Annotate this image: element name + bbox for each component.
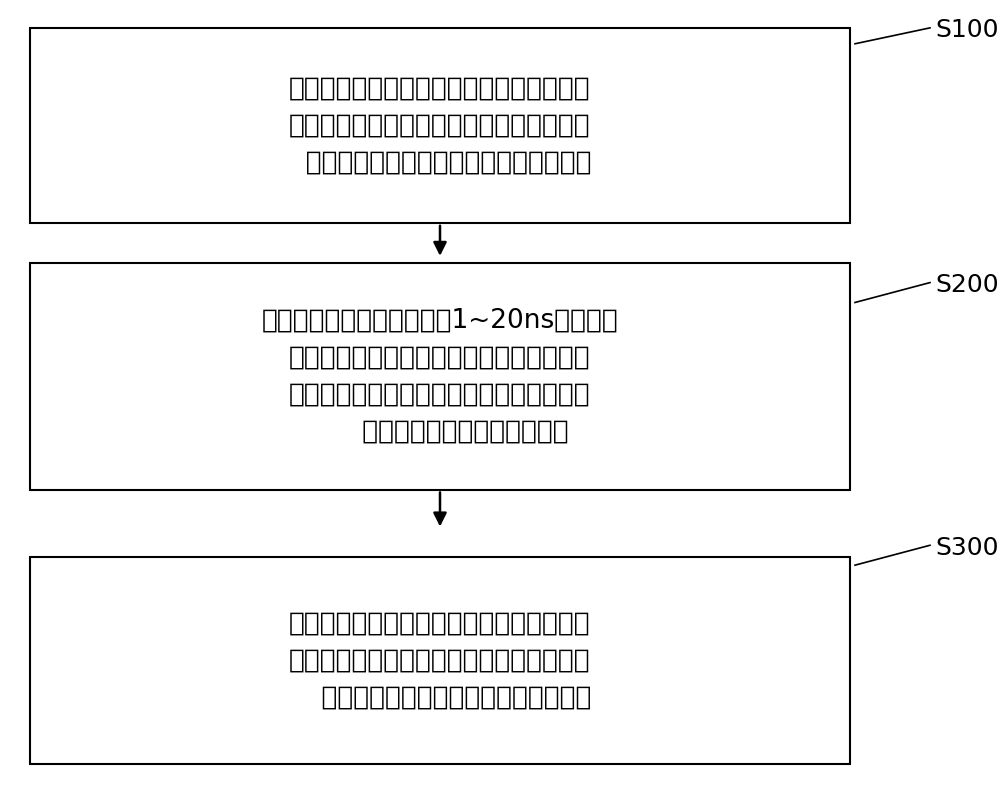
Text: S300: S300: [935, 536, 998, 560]
Text: 控制激光器发出脉冲宽度为1~20ns的激光光
束，同时控制振镜系统根据所述标记系统预
先设定的标记轨迹、以及二维码点阵的点间
      距运动，进行激光标记二: 控制激光器发出脉冲宽度为1~20ns的激光光 束，同时控制振镜系统根据所述标记系…: [262, 307, 618, 445]
Text: S200: S200: [935, 273, 999, 297]
Text: 完成标记后，通过工业相机系统对标记后的
隐形二位码进行放大拍照；然后通过读码系
    统读取工业相机系统拍摄的隐形二维码: 完成标记后，通过工业相机系统对标记后的 隐形二位码进行放大拍照；然后通过读码系 …: [288, 611, 592, 711]
Text: S100: S100: [935, 18, 998, 42]
FancyBboxPatch shape: [30, 557, 850, 764]
FancyBboxPatch shape: [30, 263, 850, 490]
FancyBboxPatch shape: [30, 28, 850, 223]
Text: 通过标记系统预先编辑生成隐形二维码的内
容，并预先设定对应的标记轨迹，以及预先
  设定将要进行标记的二维码点阵的点间距: 通过标记系统预先编辑生成隐形二维码的内 容，并预先设定对应的标记轨迹，以及预先 …: [289, 76, 591, 175]
